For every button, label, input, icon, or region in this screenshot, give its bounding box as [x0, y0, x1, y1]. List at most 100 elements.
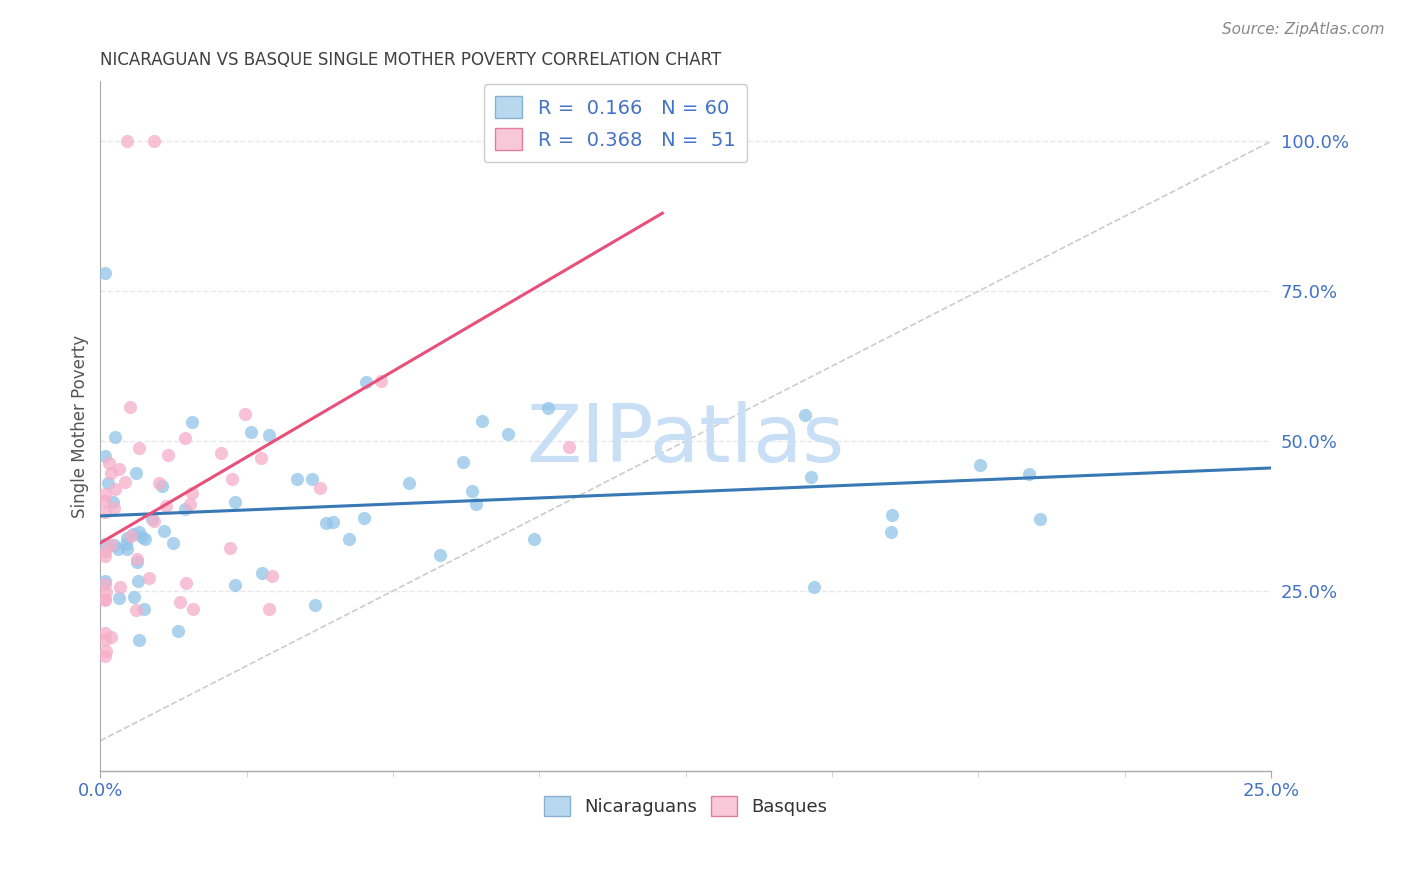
Point: [353, 511, 375, 525]
Point: [148, 475, 170, 490]
Point: [181, 485, 204, 500]
Point: [304, 599, 326, 613]
Point: [173, 431, 195, 445]
Point: [180, 415, 202, 429]
Point: [138, 571, 160, 585]
Point: [1029, 512, 1052, 526]
Point: [155, 499, 177, 513]
Point: [354, 375, 377, 389]
Point: [557, 440, 579, 454]
Point: [104, 430, 127, 444]
Point: [94, 543, 117, 558]
Point: [100, 466, 122, 480]
Point: [153, 524, 176, 538]
Point: [262, 569, 284, 583]
Point: [370, 374, 392, 388]
Point: [107, 462, 129, 476]
Point: [94, 574, 117, 588]
Point: [398, 475, 420, 490]
Point: [250, 450, 273, 465]
Point: [107, 541, 129, 556]
Point: [141, 512, 163, 526]
Point: [94, 648, 117, 663]
Point: [131, 531, 153, 545]
Point: [429, 548, 451, 562]
Point: [94, 592, 117, 607]
Point: [117, 542, 139, 557]
Point: [287, 473, 309, 487]
Point: [94, 592, 117, 607]
Point: [94, 633, 117, 648]
Point: [224, 495, 246, 509]
Point: [181, 602, 204, 616]
Point: [94, 576, 117, 591]
Point: [250, 566, 273, 581]
Point: [115, 134, 138, 148]
Point: [128, 524, 150, 539]
Point: [969, 458, 991, 472]
Point: [108, 591, 131, 606]
Point: [127, 574, 149, 589]
Point: [315, 516, 337, 531]
Point: [110, 580, 132, 594]
Point: [103, 495, 125, 509]
Point: [169, 595, 191, 609]
Text: Source: ZipAtlas.com: Source: ZipAtlas.com: [1222, 22, 1385, 37]
Point: [224, 578, 246, 592]
Point: [174, 576, 197, 591]
Point: [128, 441, 150, 455]
Point: [794, 409, 817, 423]
Point: [471, 414, 494, 428]
Point: [115, 537, 138, 551]
Legend: Nicaraguans, Basques: Nicaraguans, Basques: [537, 789, 834, 823]
Point: [460, 483, 482, 498]
Point: [239, 425, 262, 439]
Point: [94, 625, 117, 640]
Point: [221, 472, 243, 486]
Point: [94, 449, 117, 463]
Text: ZIPatlas: ZIPatlas: [527, 401, 845, 479]
Point: [132, 602, 155, 616]
Point: [94, 505, 117, 519]
Point: [98, 456, 121, 470]
Point: [537, 401, 560, 415]
Point: [134, 532, 156, 546]
Point: [803, 580, 825, 594]
Point: [174, 502, 197, 516]
Point: [233, 407, 256, 421]
Point: [125, 466, 148, 480]
Point: [257, 602, 280, 616]
Point: [125, 603, 148, 617]
Point: [94, 644, 117, 658]
Point: [179, 497, 201, 511]
Point: [118, 401, 141, 415]
Point: [104, 482, 127, 496]
Point: [96, 584, 118, 599]
Point: [94, 537, 117, 551]
Point: [115, 531, 138, 545]
Point: [257, 428, 280, 442]
Point: [94, 266, 117, 280]
Point: [209, 446, 232, 460]
Point: [103, 538, 125, 552]
Point: [143, 134, 166, 148]
Point: [167, 624, 190, 639]
Point: [125, 552, 148, 566]
Point: [523, 533, 546, 547]
Point: [301, 472, 323, 486]
Point: [97, 476, 120, 491]
Point: [94, 549, 117, 564]
Point: [125, 555, 148, 569]
Point: [880, 524, 903, 539]
Y-axis label: Single Mother Poverty: Single Mother Poverty: [72, 334, 89, 517]
Point: [94, 493, 117, 508]
Point: [121, 527, 143, 541]
Point: [453, 455, 475, 469]
Point: [103, 500, 125, 515]
Point: [156, 448, 179, 462]
Text: NICARAGUAN VS BASQUE SINGLE MOTHER POVERTY CORRELATION CHART: NICARAGUAN VS BASQUE SINGLE MOTHER POVER…: [100, 51, 721, 69]
Point: [128, 633, 150, 648]
Point: [100, 630, 122, 644]
Point: [219, 541, 242, 556]
Point: [152, 479, 174, 493]
